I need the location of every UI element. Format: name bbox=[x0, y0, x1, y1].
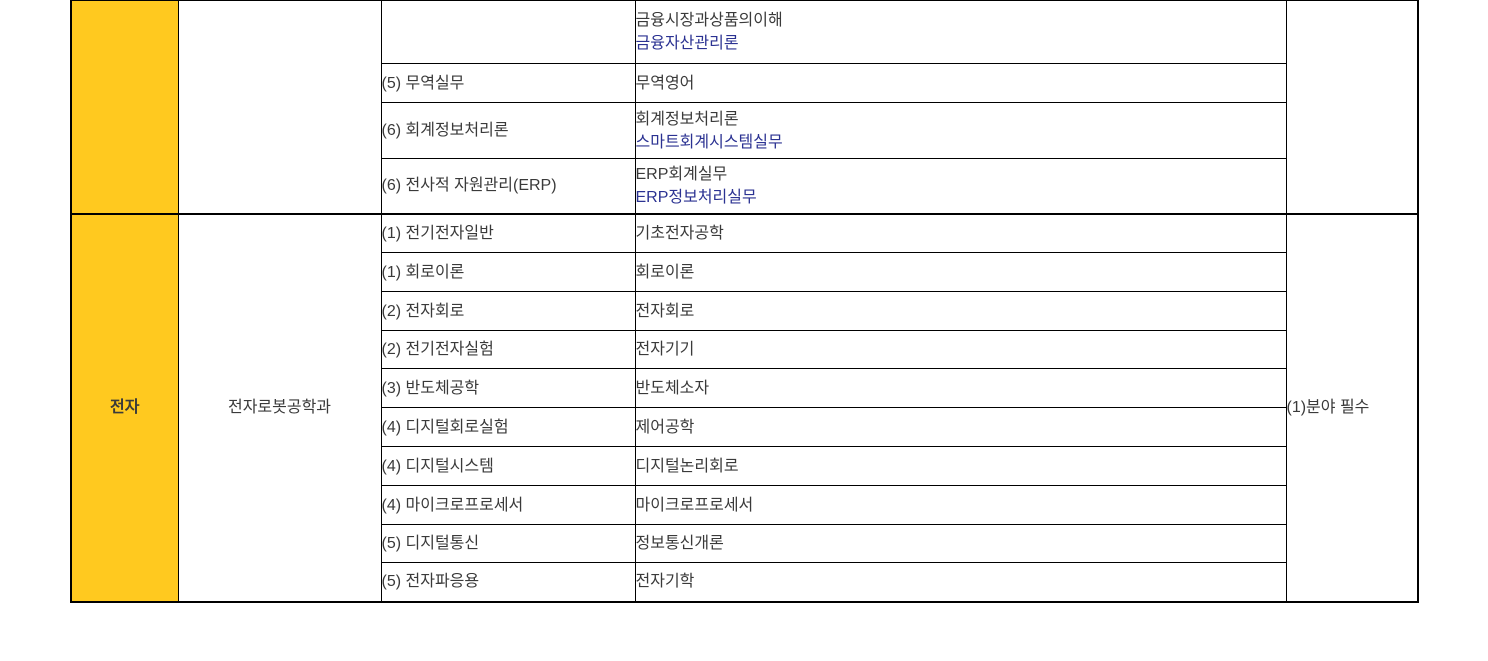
subject-area-label: (4) 디지털회로실험 bbox=[381, 418, 509, 436]
subject-area-label: (6) 전사적 자원관리(ERP) bbox=[381, 177, 557, 195]
subject-area-label: (5) 무역실무 bbox=[381, 74, 465, 92]
course-cell: ERP회계실무 ERP정보처리실무 bbox=[634, 158, 1287, 214]
course-name: 회계정보처리론 bbox=[635, 110, 739, 128]
course-name-highlight: ERP정보처리실무 bbox=[635, 188, 757, 206]
course-name: 디지털논리회로 bbox=[635, 457, 739, 475]
curriculum-table: 금융시장과상품의이해 금융자산관리론 (5) 무역실무 무역영어 (6) 회계정… bbox=[70, 0, 1419, 603]
table-row: (3) 반도체공학 반도체소자 bbox=[71, 368, 1418, 408]
course-cell: 금융시장과상품의이해 금융자산관리론 bbox=[634, 0, 1287, 64]
department-cell-top bbox=[177, 0, 382, 214]
subject-area-label: (1) 회로이론 bbox=[381, 263, 465, 281]
course-name: ERP회계실무 bbox=[635, 165, 728, 183]
table-row: (6) 회계정보처리론 회계정보처리론 스마트회계시스템실무 bbox=[71, 102, 1418, 159]
course-name: 반도체소자 bbox=[635, 379, 710, 397]
subject-area-cell: (6) 회계정보처리론 bbox=[380, 102, 636, 159]
course-name: 전자기기 bbox=[635, 341, 695, 358]
subject-area-label: (4) 디지털시스템 bbox=[381, 457, 494, 475]
subject-area-label: (5) 디지털통신 bbox=[381, 535, 480, 552]
subject-area-cell: (5) 디지털통신 bbox=[380, 524, 636, 563]
table-row: (4) 마이크로프로세서 마이크로프로세서 bbox=[71, 485, 1418, 525]
course-cell: 회로이론 bbox=[634, 252, 1287, 292]
table-row: (5) 무역실무 무역영어 bbox=[71, 63, 1418, 103]
course-name: 무역영어 bbox=[635, 74, 695, 92]
course-name: 제어공학 bbox=[635, 418, 695, 436]
table-row: 전자 전자로봇공학과 (1) 전기전자일반 기초전자공학 (1)분야 필수 bbox=[70, 212, 1419, 602]
course-name: 마이크로프로세서 bbox=[635, 496, 754, 514]
subject-area-cell: (1) 전기전자일반 bbox=[380, 212, 636, 253]
subject-area-cell: (1) 회로이론 bbox=[380, 252, 636, 292]
course-cell: 기초전자공학 bbox=[634, 212, 1287, 253]
course-cell: 제어공학 bbox=[634, 407, 1287, 447]
course-cell: 무역영어 bbox=[634, 63, 1287, 103]
subject-area-cell: (5) 전자파응용 bbox=[380, 562, 636, 602]
course-name: 금융시장과상품의이해 bbox=[635, 12, 783, 29]
course-name: 전자회로 bbox=[635, 302, 695, 320]
subject-area-label: (2) 전자회로 bbox=[381, 302, 465, 320]
table-row: (1) 회로이론 회로이론 bbox=[71, 252, 1418, 292]
subject-area-cell bbox=[380, 0, 636, 64]
subject-area-cell: (4) 마이크로프로세서 bbox=[380, 485, 636, 525]
course-cell: 디지털논리회로 bbox=[634, 446, 1287, 486]
category-cell-electronics: 전자 bbox=[70, 212, 179, 602]
subject-area-label: (5) 전자파응용 bbox=[381, 573, 480, 591]
department-label: 전자로봇공학과 bbox=[227, 399, 332, 416]
table-row: (5) 디지털통신 정보통신개론 bbox=[71, 524, 1418, 563]
course-name: 정보통신개론 bbox=[635, 535, 724, 552]
category-cell-top bbox=[70, 0, 179, 214]
course-cell: 반도체소자 bbox=[634, 368, 1287, 408]
subject-area-cell: (4) 디지털시스템 bbox=[380, 446, 636, 486]
course-name: 회로이론 bbox=[635, 263, 695, 281]
subject-area-label: (1) 전기전자일반 bbox=[381, 224, 494, 242]
note-cell-electronics: (1)분야 필수 bbox=[1285, 212, 1419, 602]
subject-area-cell: (5) 무역실무 bbox=[380, 63, 636, 103]
table-row: (2) 전자회로 전자회로 bbox=[71, 291, 1418, 331]
subject-area-label: (2) 전기전자실험 bbox=[381, 341, 494, 358]
subject-area-cell: (2) 전자회로 bbox=[380, 291, 636, 331]
note-label: (1)분야 필수 bbox=[1286, 399, 1370, 416]
subject-area-cell: (3) 반도체공학 bbox=[380, 368, 636, 408]
table-row: (5) 전자파응용 전자기학 bbox=[71, 562, 1418, 602]
course-cell: 정보통신개론 bbox=[634, 524, 1287, 563]
course-cell: 전자기학 bbox=[634, 562, 1287, 602]
course-name: 전자기학 bbox=[635, 573, 695, 591]
table-row: 금융시장과상품의이해 금융자산관리론 bbox=[70, 0, 1419, 214]
course-cell: 전자회로 bbox=[634, 291, 1287, 331]
category-label: 전자 bbox=[110, 399, 140, 416]
course-cell: 회계정보처리론 스마트회계시스템실무 bbox=[634, 102, 1287, 159]
subject-area-label: (3) 반도체공학 bbox=[381, 379, 480, 397]
note-cell-top bbox=[1285, 0, 1419, 214]
subject-area-cell: (6) 전사적 자원관리(ERP) bbox=[380, 158, 636, 214]
course-name: 기초전자공학 bbox=[635, 224, 724, 242]
course-name-highlight: 스마트회계시스템실무 bbox=[635, 133, 783, 151]
table-row: (6) 전사적 자원관리(ERP) ERP회계실무 ERP정보처리실무 bbox=[71, 158, 1418, 214]
table-row: (4) 디지털시스템 디지털논리회로 bbox=[71, 446, 1418, 486]
subject-area-cell: (2) 전기전자실험 bbox=[380, 330, 636, 369]
table-row: (4) 디지털회로실험 제어공학 bbox=[71, 407, 1418, 447]
subject-area-cell: (4) 디지털회로실험 bbox=[380, 407, 636, 447]
course-cell: 마이크로프로세서 bbox=[634, 485, 1287, 525]
subject-area-label: (4) 마이크로프로세서 bbox=[381, 496, 524, 514]
subject-area-label: (6) 회계정보처리론 bbox=[381, 122, 509, 139]
course-name-highlight: 금융자산관리론 bbox=[635, 35, 739, 52]
department-cell-electronics: 전자로봇공학과 bbox=[177, 212, 382, 602]
course-cell: 전자기기 bbox=[634, 330, 1287, 369]
